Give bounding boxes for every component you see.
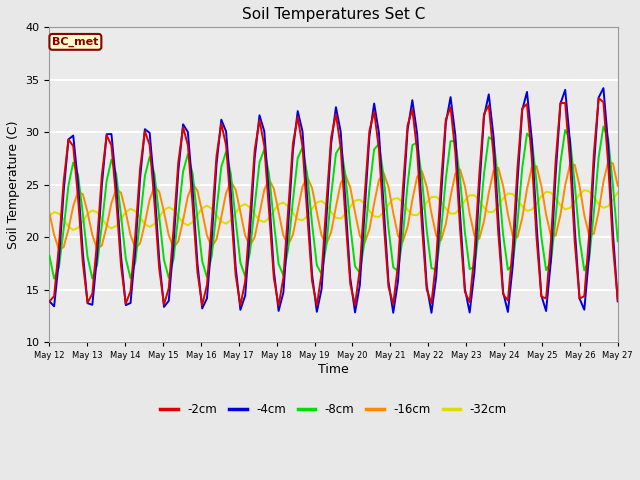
X-axis label: Time: Time xyxy=(318,363,349,376)
Y-axis label: Soil Temperature (C): Soil Temperature (C) xyxy=(7,120,20,249)
Title: Soil Temperatures Set C: Soil Temperatures Set C xyxy=(242,7,425,22)
Legend: -2cm, -4cm, -8cm, -16cm, -32cm: -2cm, -4cm, -8cm, -16cm, -32cm xyxy=(156,399,511,421)
Text: BC_met: BC_met xyxy=(52,37,99,47)
